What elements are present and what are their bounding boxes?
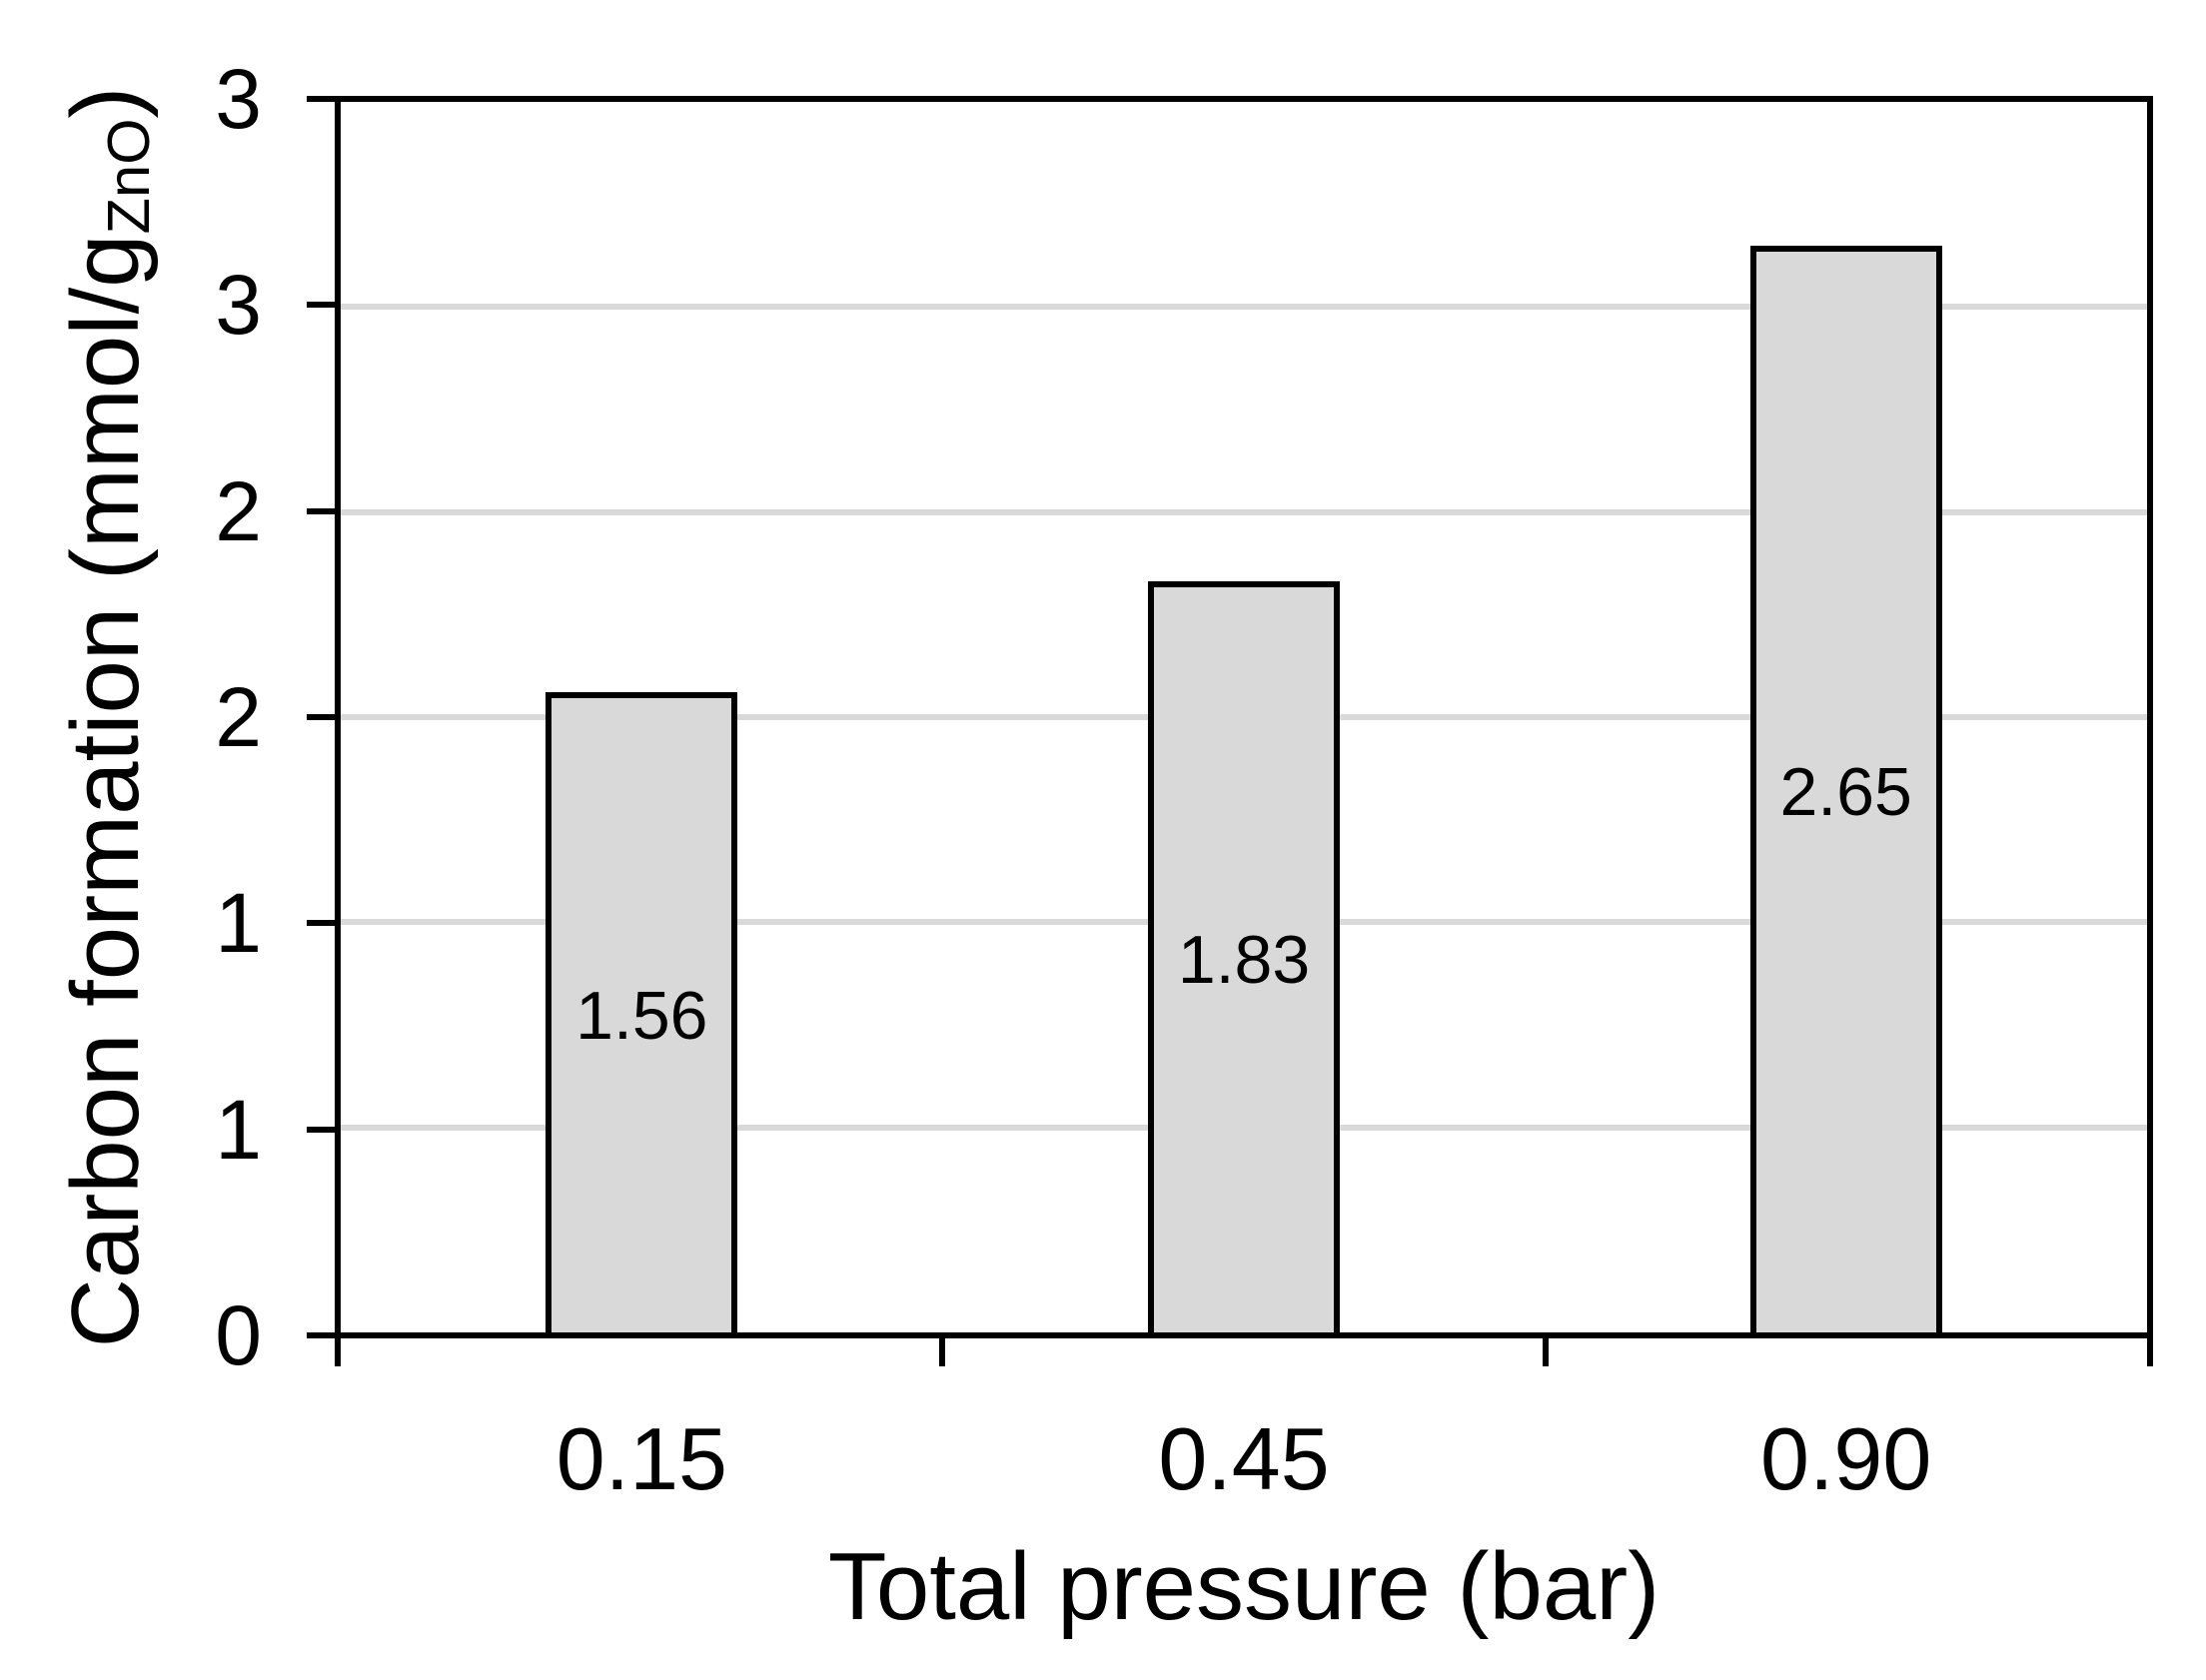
bar: 2.65 — [1749, 246, 1942, 1332]
y-axis-tick — [307, 96, 335, 102]
y-tick-label: 3 — [215, 258, 262, 353]
plot-area: 1.56 1.83 2.65 — [335, 96, 2153, 1338]
x-axis-tick — [2147, 1338, 2153, 1366]
y-tick-label: 1 — [215, 876, 262, 971]
y-axis-tick — [307, 302, 335, 309]
bar: 1.83 — [1148, 581, 1340, 1332]
y-axis-tick — [307, 1126, 335, 1133]
bar-value-label: 1.56 — [575, 977, 708, 1054]
x-axis-tick — [1543, 1338, 1550, 1366]
y-axis-title-text: Carbon formation (mmol/g — [52, 234, 159, 1348]
bar: 1.56 — [546, 692, 738, 1332]
y-tick-label: 2 — [215, 463, 262, 558]
y-axis-tick — [307, 920, 335, 927]
y-axis-tick — [307, 1332, 335, 1338]
x-tick-label: 0.15 — [555, 1409, 727, 1508]
y-axis-tick — [307, 507, 335, 514]
x-tick-label: 0.45 — [1158, 1409, 1330, 1508]
gridline — [341, 508, 2147, 515]
x-axis-tick — [335, 1338, 341, 1366]
bar-value-label: 2.65 — [1779, 754, 1912, 830]
y-tick-label: 0 — [215, 1288, 262, 1382]
bar-value-label: 1.83 — [1177, 922, 1311, 998]
y-tick-label: 3 — [215, 52, 262, 146]
y-axis-tick — [307, 714, 335, 720]
y-tick-label: 1 — [215, 1082, 262, 1177]
x-axis-tick — [938, 1338, 945, 1366]
x-axis-title: Total pressure (bar) — [827, 1533, 1660, 1640]
y-tick-label: 2 — [215, 670, 262, 764]
x-tick-label: 0.90 — [1760, 1409, 1932, 1508]
gridline — [341, 304, 2147, 311]
